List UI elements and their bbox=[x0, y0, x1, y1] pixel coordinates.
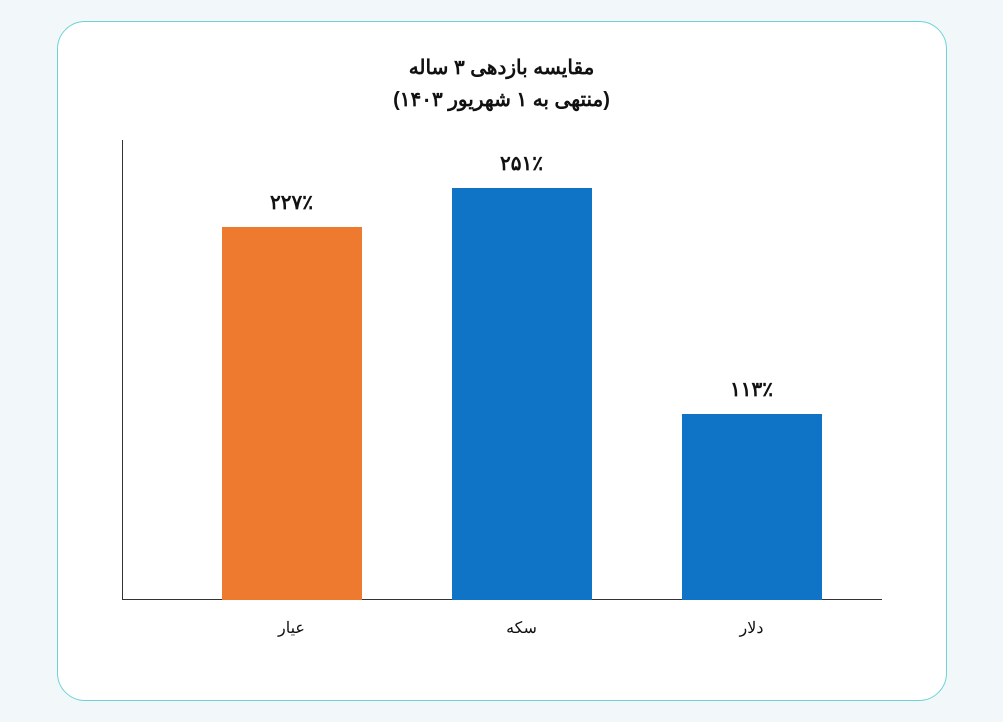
chart-plot-area: ۲۲۷٪عیار۲۵۱٪سکه۱۱۳٪دلار bbox=[122, 140, 882, 600]
bar-1 bbox=[452, 188, 592, 600]
bar-value-label-0: ۲۲۷٪ bbox=[212, 190, 372, 215]
chart-title: مقایسه بازدهی ۳ ساله (منتهی به ۱ شهریور … bbox=[98, 52, 906, 116]
y-axis bbox=[122, 140, 123, 600]
bar-2 bbox=[682, 414, 822, 600]
chart-card: مقایسه بازدهی ۳ ساله (منتهی به ۱ شهریور … bbox=[57, 21, 947, 701]
x-axis-label-0: عیار bbox=[212, 618, 372, 638]
x-axis-label-1: سکه bbox=[442, 618, 602, 638]
bar-0 bbox=[222, 227, 362, 600]
x-axis-label-2: دلار bbox=[672, 618, 832, 638]
bar-value-label-2: ۱۱۳٪ bbox=[672, 377, 832, 402]
chart-title-line2: (منتهی به ۱ شهریور ۱۴۰۳) bbox=[98, 84, 906, 116]
chart-title-line1: مقایسه بازدهی ۳ ساله bbox=[98, 52, 906, 84]
bar-value-label-1: ۲۵۱٪ bbox=[442, 151, 602, 176]
